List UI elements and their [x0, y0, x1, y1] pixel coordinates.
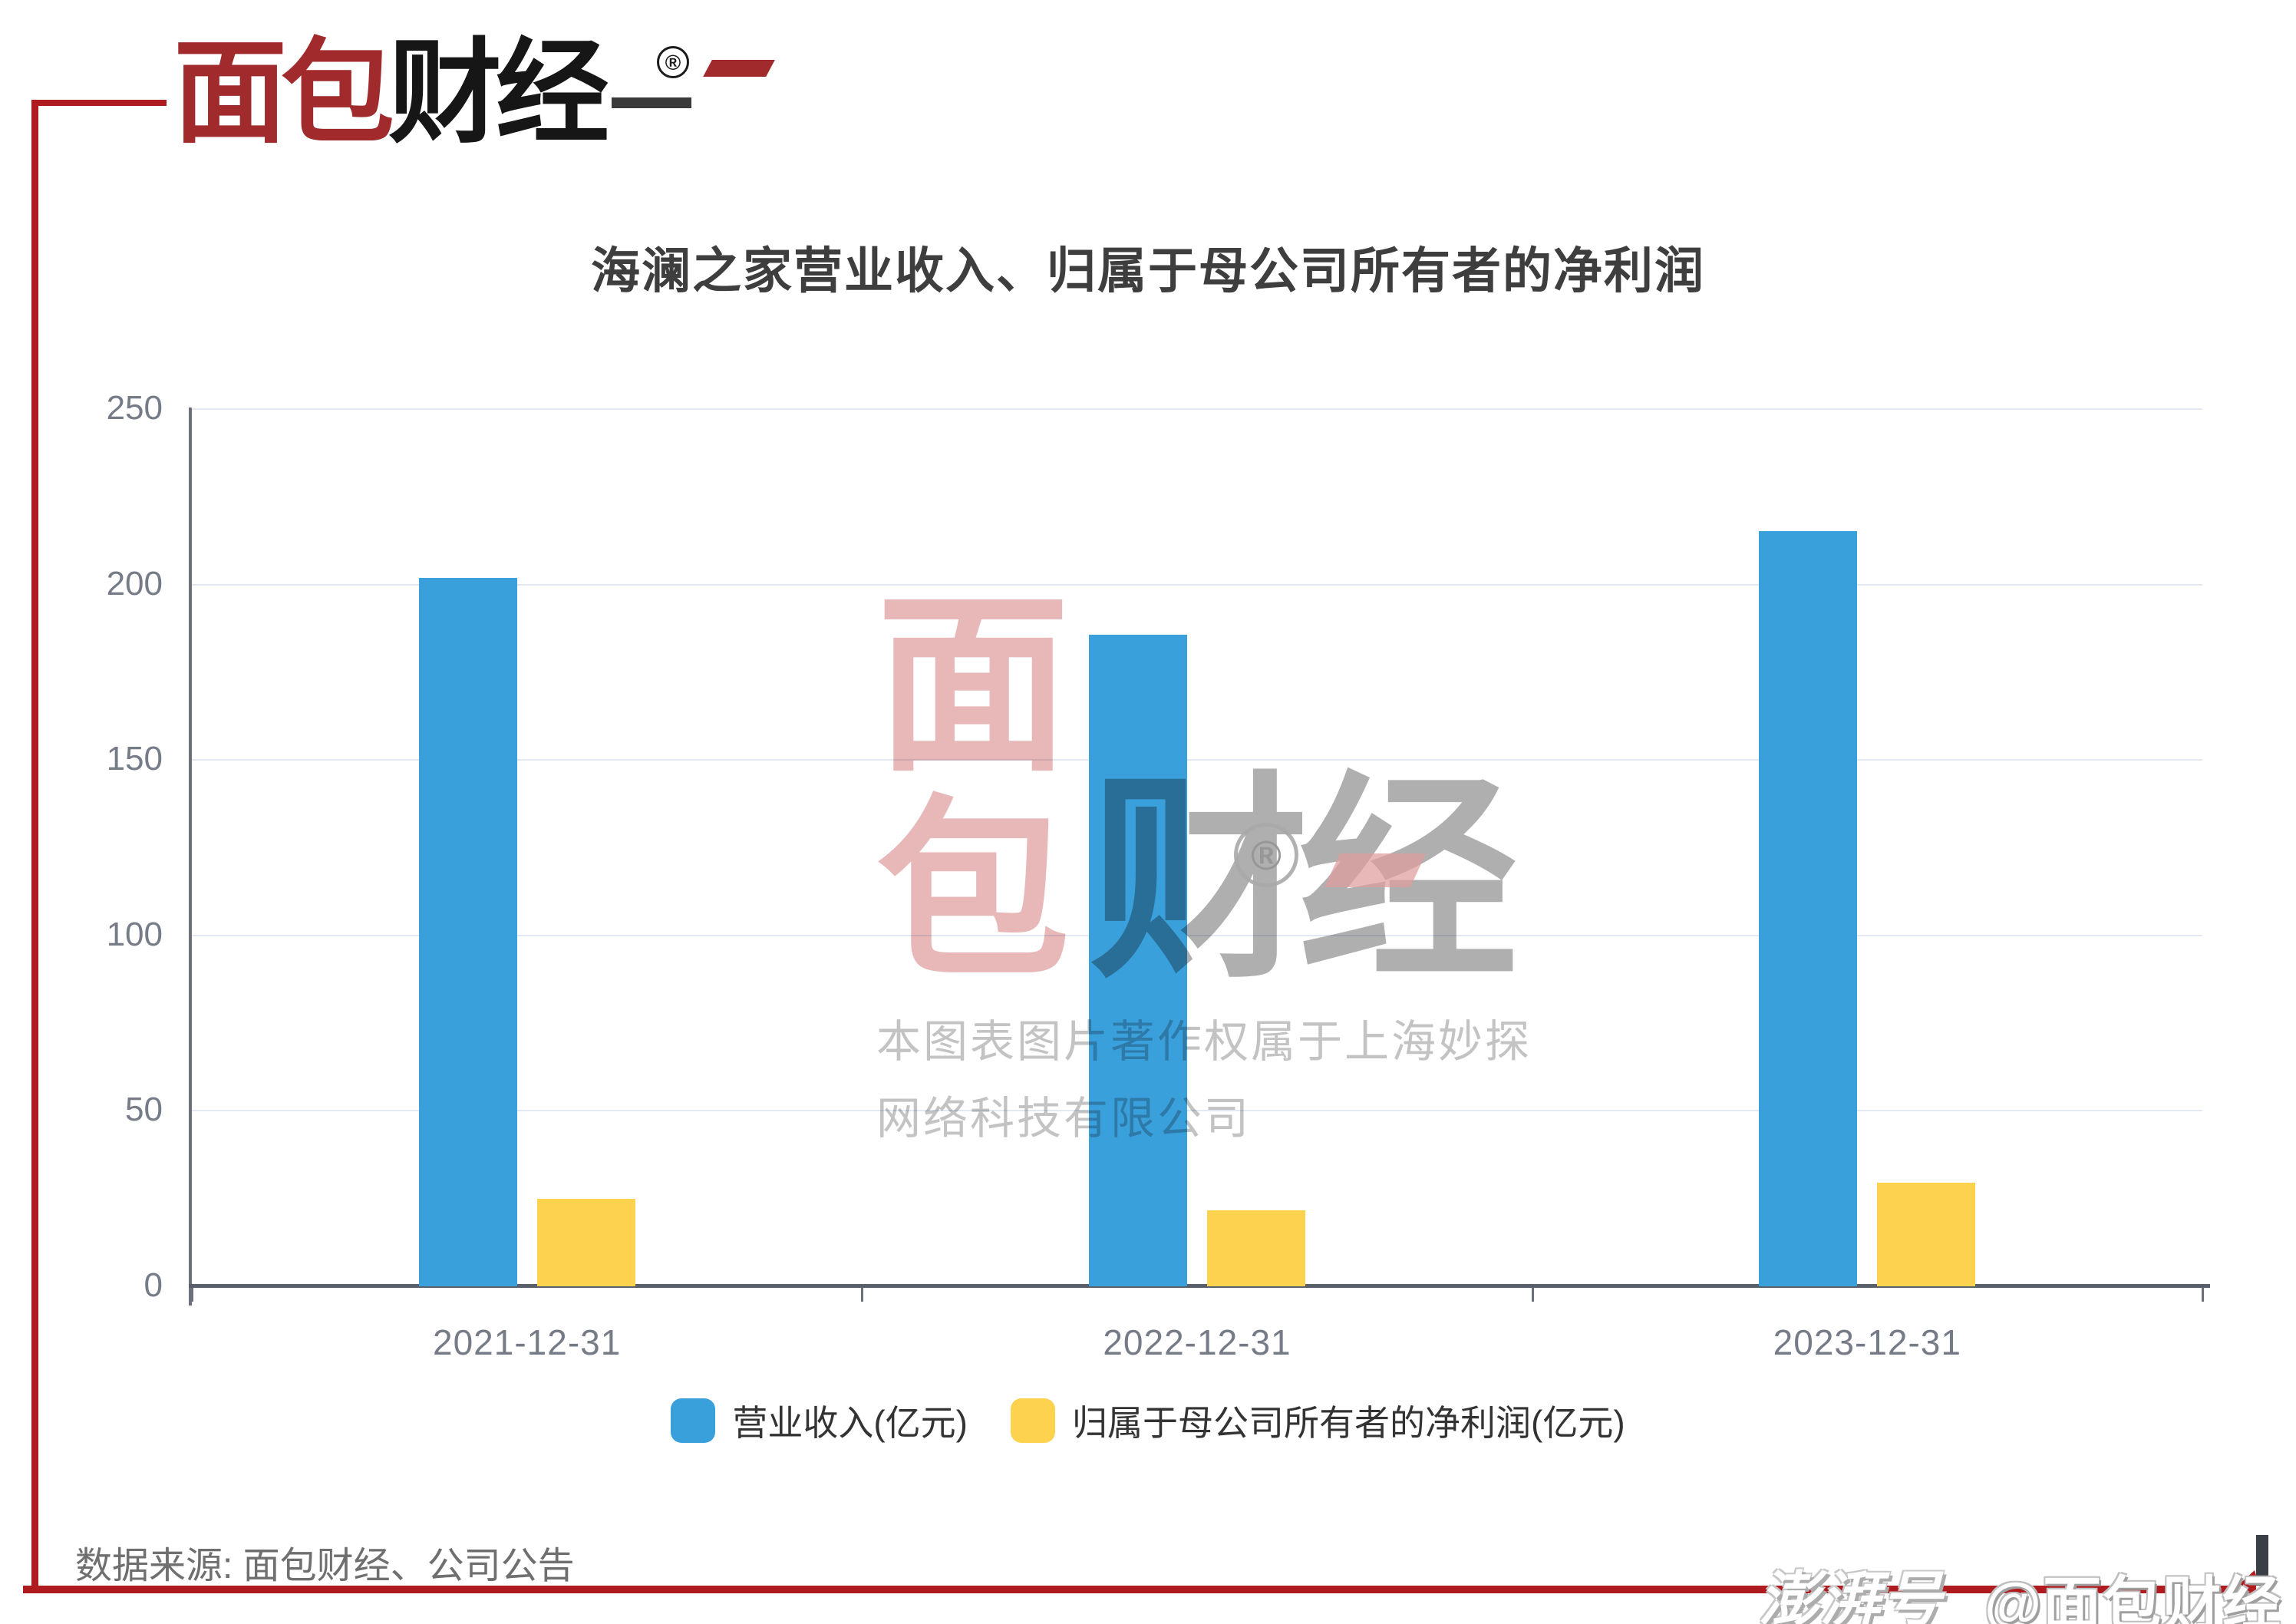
- gridline-100: [192, 934, 2202, 936]
- logo-right-dark-dash: [612, 97, 691, 108]
- plot-area: [192, 408, 2202, 1286]
- left-red-border: [31, 101, 38, 1593]
- gridline-150: [192, 759, 2202, 761]
- y-tick-label-200: 200: [106, 564, 163, 602]
- y-tick-label-150: 150: [106, 740, 163, 778]
- platform-account-handle: @面包财经: [1984, 1572, 2283, 1624]
- gridline-50: [192, 1110, 2202, 1112]
- y-tick-label-0: 0: [144, 1266, 163, 1304]
- y-tick-label-100: 100: [106, 915, 163, 953]
- x-axis-tick-2: [1531, 1288, 1534, 1302]
- top-left-red-rule: [31, 100, 167, 106]
- brand-logo-text-red: 面包: [173, 30, 394, 157]
- x-tick-label-2023-12-31: 2023-12-31: [1773, 1322, 1961, 1362]
- x-axis-tick-1: [861, 1288, 864, 1302]
- x-axis-tick-3: [2202, 1288, 2204, 1302]
- revenue-bar-2023-12-31: [1759, 530, 1858, 1286]
- platform-logo-pengpai: 澎湃号: [1759, 1566, 1944, 1624]
- x-tick-label-2021-12-31: 2021-12-31: [433, 1322, 622, 1362]
- brand-logo-text-black: 财经: [388, 30, 609, 157]
- y-axis-line: [189, 408, 192, 1305]
- chart-legend: 营业收入(亿元) 归属于母公司所有者的净利润(亿元): [0, 1395, 2296, 1446]
- net-profit-bar-2022-12-31: [1207, 1210, 1305, 1286]
- net-profit-bar-2021-12-31: [536, 1199, 635, 1286]
- legend-item-net-profit: 归属于母公司所有者的净利润(亿元): [1011, 1395, 1625, 1446]
- legend-label-revenue: 营业收入(亿元): [732, 1403, 968, 1443]
- brand-red-accent-shape: [703, 60, 775, 77]
- revenue-bar-2021-12-31: [418, 577, 517, 1286]
- registered-trademark-icon: ®: [657, 46, 689, 78]
- y-tick-label-250: 250: [106, 389, 163, 427]
- gridline-200: [192, 583, 2202, 586]
- x-axis-line: [189, 1284, 2210, 1288]
- bottom-red-bar: [23, 1586, 2256, 1593]
- bottom-red-bar-arrow: [2238, 1570, 2259, 1586]
- brand-logo: 面包财经 ®: [173, 30, 775, 170]
- y-tick-label-50: 50: [125, 1091, 163, 1129]
- net-profit-bar-2023-12-31: [1877, 1183, 1976, 1286]
- legend-item-revenue: 营业收入(亿元): [671, 1395, 968, 1446]
- gridline-250: [192, 408, 2202, 410]
- x-tick-label-2022-12-31: 2022-12-31: [1103, 1322, 1292, 1362]
- bottom-dark-tick: [2256, 1535, 2268, 1586]
- x-axis-tick-0: [191, 1288, 193, 1302]
- chart-title: 海澜之家营业收入、归属于母公司所有者的净利润: [591, 243, 1705, 299]
- legend-label-net-profit: 归属于母公司所有者的净利润(亿元): [1072, 1403, 1625, 1443]
- legend-swatch-net-profit: [1011, 1398, 1055, 1443]
- data-source-note: 数据来源: 面包财经、公司公告: [75, 1546, 575, 1586]
- revenue-bar-2022-12-31: [1089, 635, 1187, 1286]
- legend-swatch-revenue: [671, 1398, 716, 1443]
